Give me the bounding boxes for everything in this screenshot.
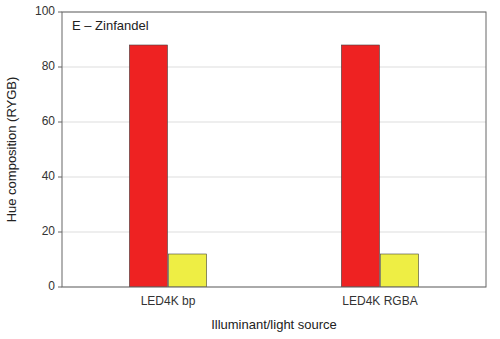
- y-tick: [58, 287, 62, 288]
- y-tick-label: 40: [42, 169, 56, 183]
- bar: [381, 254, 419, 287]
- bars: [129, 45, 418, 287]
- y-axis-label: Hue composition (RYGB): [4, 77, 19, 223]
- y-tick: [58, 122, 62, 123]
- bar: [169, 254, 207, 287]
- y-tick-label: 0: [48, 279, 55, 293]
- plot-frame: [62, 12, 486, 287]
- y-tick: [58, 232, 62, 233]
- grid-line: [62, 177, 486, 178]
- y-tick-label: 60: [42, 114, 56, 128]
- y-tick-label: 100: [35, 4, 55, 18]
- grid-line: [62, 67, 486, 68]
- y-tick: [58, 177, 62, 178]
- y-tick-label: 80: [42, 59, 56, 73]
- chart: 0 20 40 60 80 100 LED4K bp LED4K RGBA Illuminant…: [0, 0, 500, 339]
- x-tick-label: LED4K bp: [141, 294, 196, 308]
- y-tick: [58, 67, 62, 68]
- x-axis-label: Illuminant/light source: [211, 317, 337, 332]
- y-tick: [58, 12, 62, 13]
- y-tick-label: 20: [42, 224, 56, 238]
- bar: [341, 45, 379, 287]
- bar: [129, 45, 167, 287]
- grid-line: [62, 232, 486, 233]
- grid-line: [62, 122, 486, 123]
- x-tick-label: LED4K RGBA: [342, 294, 417, 308]
- annotation: E – Zinfandel: [72, 18, 149, 33]
